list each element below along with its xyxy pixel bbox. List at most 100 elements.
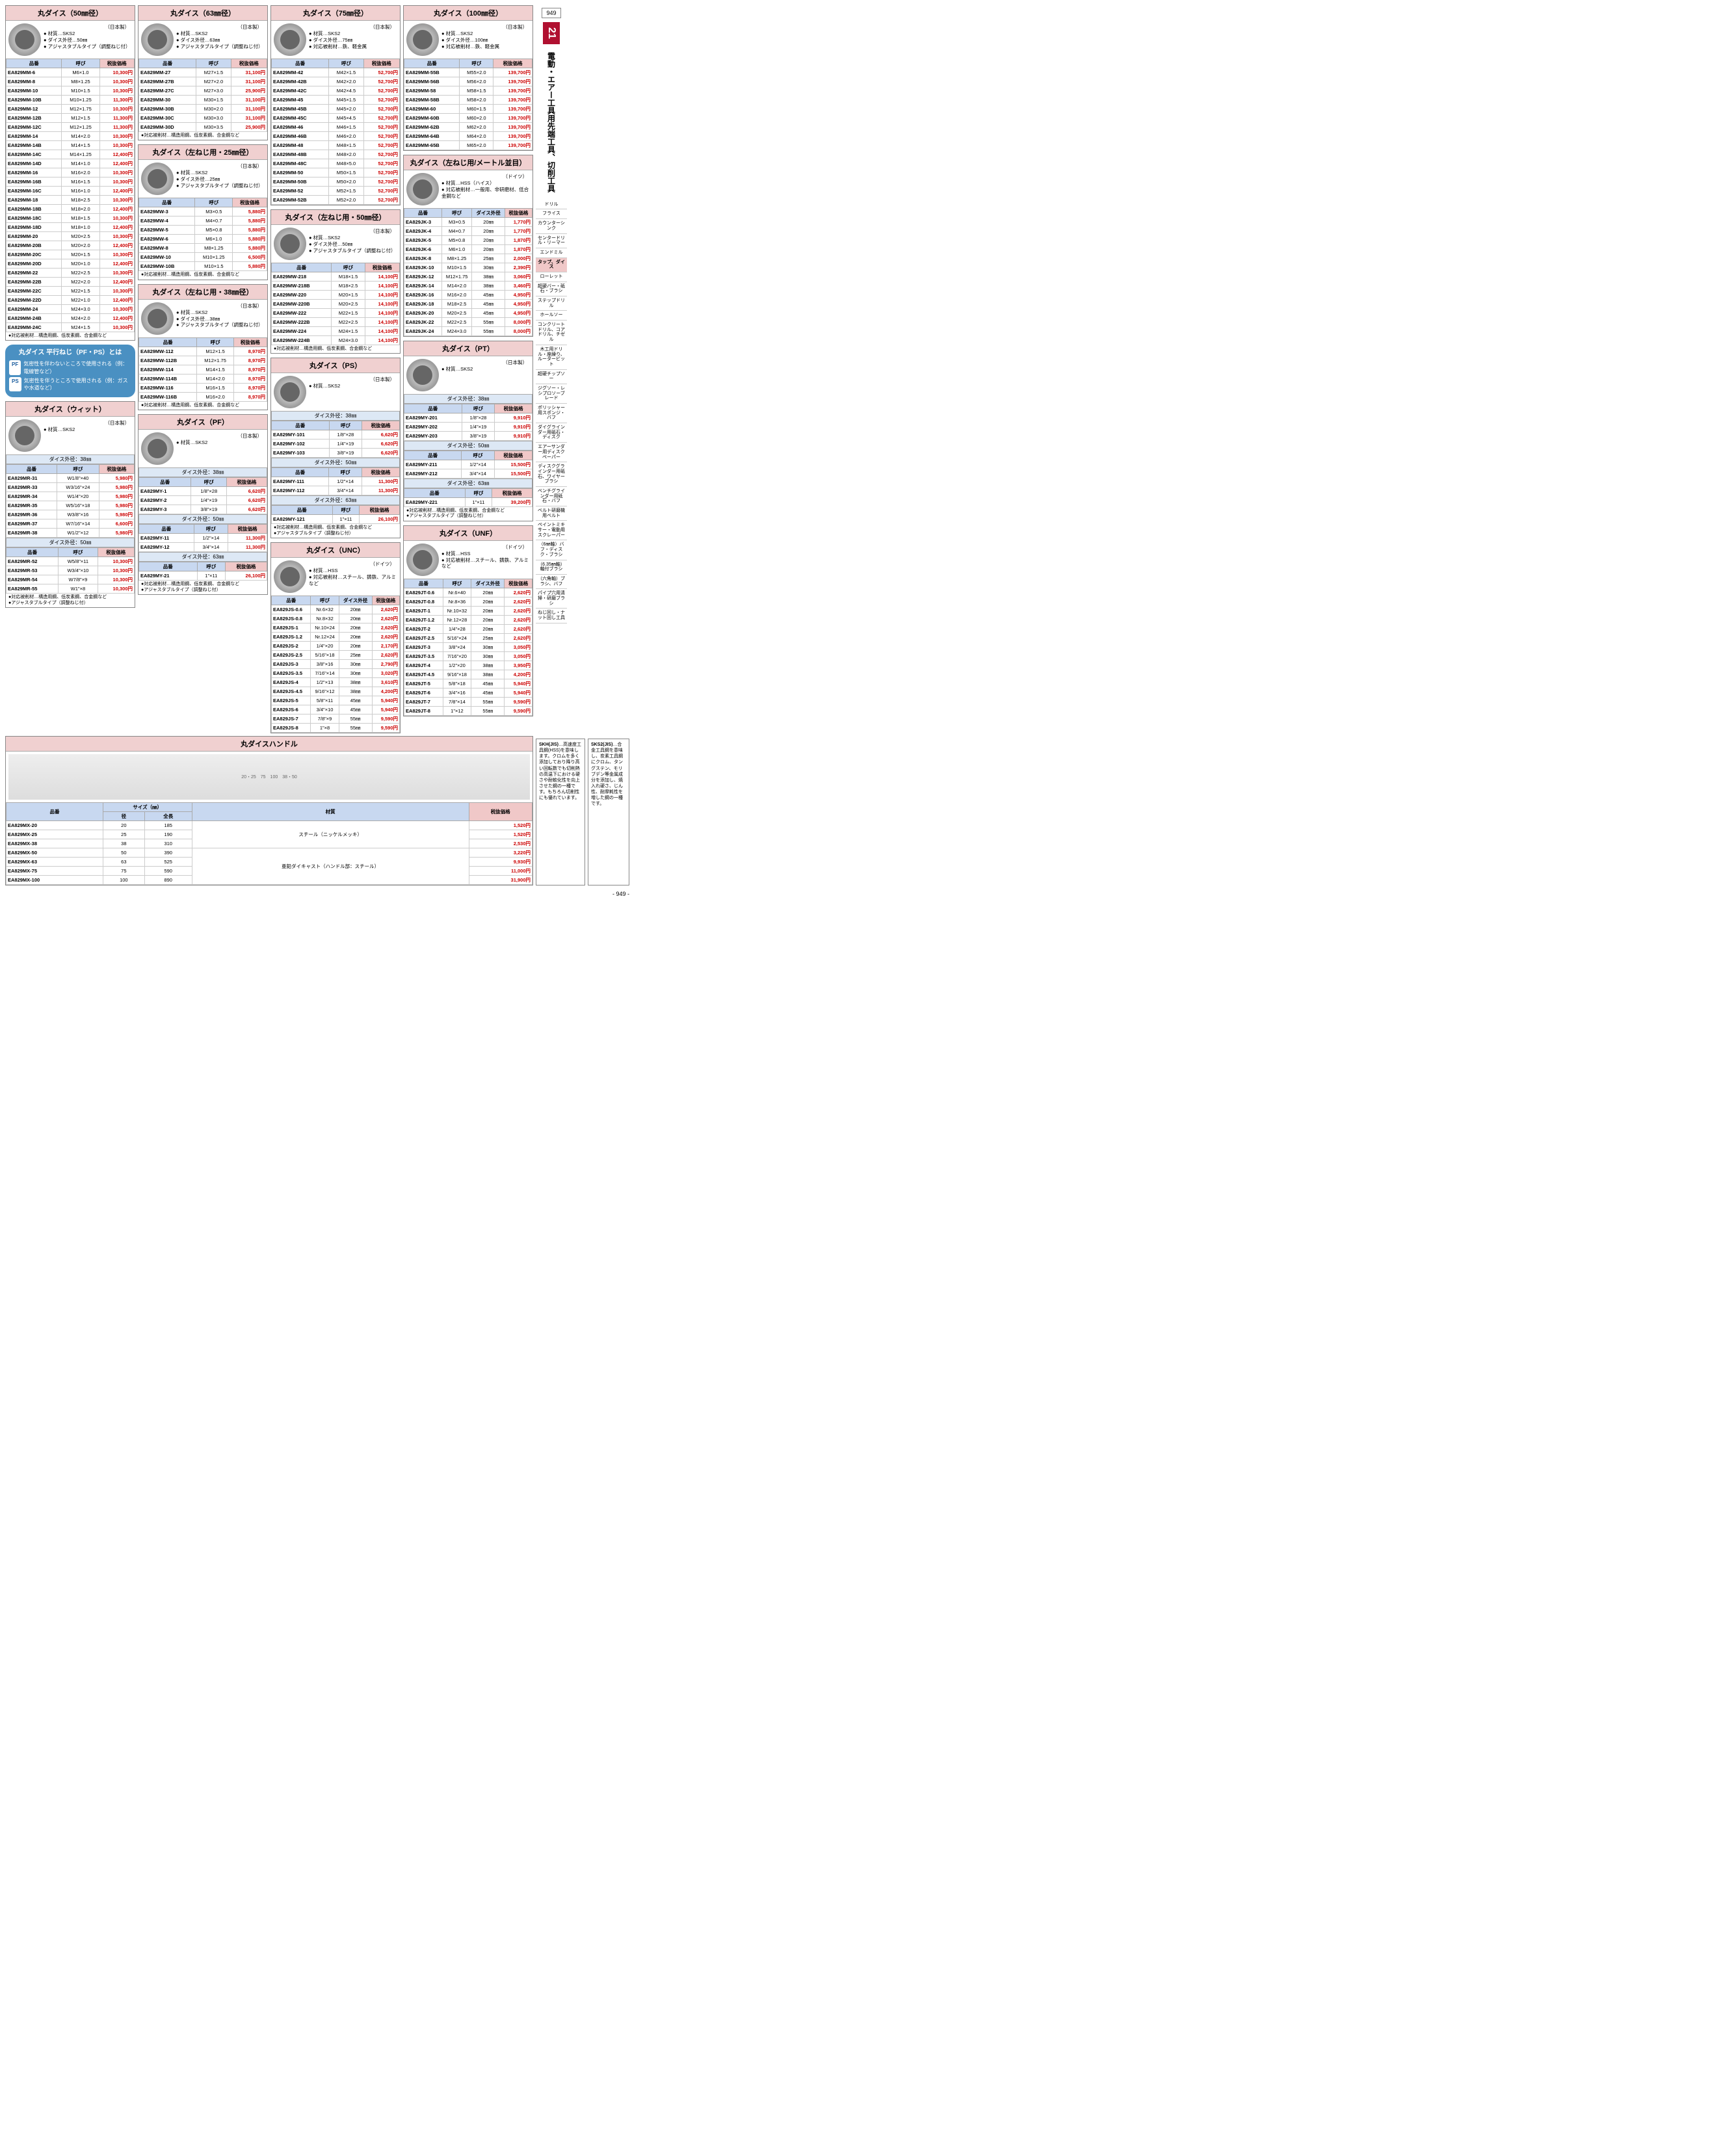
origin-tag: （日本製） [176, 163, 265, 170]
cell-spec: M18×2.5 [332, 282, 365, 291]
table-row: EA829MR-38W1/2"×125,980円 [7, 529, 135, 538]
cell-code: EA829MW-3 [139, 207, 195, 216]
table-row: EA829MM-22DM22×1.012,400円 [7, 296, 135, 305]
col-dia: 径 [103, 812, 144, 821]
cell-spec: M14×1.5 [197, 365, 233, 374]
die-icon [141, 163, 174, 195]
size-band: ダイス外径：50㎜ [6, 538, 135, 547]
cell-code: EA829MM-20D [7, 259, 62, 269]
cell-price: 139,700円 [493, 141, 533, 150]
table-row: EA829MY-211"×1126,100円 [139, 571, 267, 581]
cell-price: 4,200円 [505, 670, 533, 679]
cell-spec: 3/8"×19 [462, 432, 495, 441]
cell-spec: M5×0.8 [442, 236, 472, 245]
cell-code: EA829MM-65B [404, 141, 460, 150]
cell-code: EA829MW-5 [139, 226, 195, 235]
cell-spec: 1"×11 [332, 515, 360, 524]
cell-material: 亜鉛ダイキャスト（ハンドル部：スチール） [192, 848, 469, 885]
table-row: EA829MM-65BM65×2.0139,700円 [404, 141, 533, 150]
spec-bullets: ● 材質…SKS2 [309, 383, 397, 389]
cell-od: 38㎜ [472, 272, 505, 282]
cell-code: EA829MY-12 [139, 543, 194, 552]
cell-code: EA829MW-6 [139, 235, 195, 244]
cell-price: 1,770円 [505, 218, 532, 227]
category-item: ドリル [536, 200, 567, 210]
product-block-d100: 丸ダイス（100㎜径）（日本製）● 材質…SKS2● ダイス外径…100㎜● 対… [403, 5, 533, 151]
cell-code: EA829MY-101 [272, 430, 330, 439]
size-band: ダイス外径：38㎜ [138, 467, 267, 477]
category-item: ローレット [536, 272, 567, 282]
category-item: （6㎜軸）バフ・ディスク・ブラシ [536, 540, 567, 560]
cell-code: EA829MM-42C [272, 86, 329, 96]
category-item: コンクリートドリル、コアドリル、チゼル [536, 321, 567, 345]
cell-spec: M20×2.0 [62, 241, 99, 250]
pf-ps-info-box: 丸ダイス 平行ねじ（PF・PS）とはPF気密性を伴わないところで使用される（例：… [5, 345, 135, 397]
cell-spec: M18×2.0 [62, 205, 99, 214]
col-price: 税抜価格 [363, 59, 399, 68]
table-row: EA829MM-45M45×1.552,700円 [272, 96, 400, 105]
cell-price: 6,620円 [227, 505, 267, 514]
cell-code: EA829MM-22B [7, 278, 62, 287]
cell-od: 20㎜ [471, 588, 505, 597]
table-row: EA829MM-55BM55×2.0139,700円 [404, 68, 533, 77]
col-price: 税抜価格 [372, 596, 399, 605]
cell-price: 10,300円 [99, 196, 134, 205]
table-row: EA829MM-22M22×2.510,300円 [7, 269, 135, 278]
cell-price: 31,100円 [231, 105, 267, 114]
col-price: 税抜価格 [365, 263, 399, 272]
col-code: 品番 [404, 59, 460, 68]
cell-code: EA829MY-103 [272, 449, 330, 458]
category-item: フライス [536, 209, 567, 219]
col-price: 税抜価格 [505, 579, 533, 588]
skh-note: SKH(JIS)…高速度工具鋼(HSS)を意味します。クロムを多く添加しており降… [536, 739, 585, 885]
die-icon [406, 173, 439, 205]
col-price: 税抜価格 [233, 337, 267, 347]
cell-dia: 100 [103, 876, 144, 885]
cell-od: 20㎜ [472, 218, 505, 227]
table-row: EA829MW-218M18×1.514,100円 [272, 272, 400, 282]
cell-price: 10,300円 [99, 105, 134, 114]
cell-price: 3,050円 [505, 642, 533, 651]
cell-code: EA829MW-220B [272, 300, 332, 309]
cell-code: EA829MW-222B [272, 318, 332, 327]
col-spec: 呼び [460, 59, 493, 68]
cell-od: 20㎜ [339, 623, 372, 633]
cell-price: 139,700円 [493, 96, 533, 105]
cell-spec: M18×2.5 [442, 300, 472, 309]
col-code: 品番 [139, 478, 191, 487]
table-row: EA829JT-21/4"×2820㎜2,620円 [404, 624, 533, 633]
cell-spec: Nr.6×32 [311, 605, 339, 614]
cell-spec: W5/16"×18 [57, 501, 99, 510]
table-row: EA829MW-218BM18×2.514,100円 [272, 282, 400, 291]
product-table: 品番呼び税抜価格EA829MM-6M6×1.010,300円EA829MM-8M… [6, 59, 135, 332]
cell-code: EA829MM-50 [272, 168, 329, 177]
cell-code: EA829MX-75 [7, 867, 103, 876]
die-icon [8, 23, 41, 56]
origin-tag: （日本製） [176, 302, 265, 309]
product-table: 品番呼び税抜価格EA829MY-1111/2"×1411,300円EA829MY… [271, 467, 400, 495]
cell-spec: W7/8"×9 [59, 575, 98, 584]
cell-od: 20㎜ [339, 633, 372, 642]
cell-code: EA829MY-202 [404, 423, 462, 432]
cell-price: 9,910円 [495, 432, 533, 441]
cell-spec: M58×1.5 [460, 86, 493, 96]
cell-price: 5,940円 [372, 696, 399, 705]
cell-code: EA829MM-22 [7, 269, 62, 278]
cell-price: 25,900円 [231, 123, 267, 132]
page-number-top: 949 [542, 8, 560, 18]
cell-spec: M48×5.0 [329, 159, 364, 168]
cell-spec: M12×1.75 [442, 272, 472, 282]
cell-price: 2,620円 [372, 605, 399, 614]
col-spec: 呼び [59, 548, 98, 557]
cell-code: EA829MW-8 [139, 244, 195, 253]
cell-spec: M52×2.0 [329, 196, 364, 205]
cell-code: EA829MW-222 [272, 309, 332, 318]
cell-price: 3,220円 [469, 848, 532, 858]
cell-code: EA829JS-1.2 [272, 633, 311, 642]
cell-spec: M22×1.5 [332, 309, 365, 318]
table-row: EA829MW-4M4×0.75,880円 [139, 216, 267, 226]
cell-code: EA829MM-6 [7, 68, 62, 77]
cell-price: 31,100円 [231, 96, 267, 105]
col-code: 品番 [404, 489, 466, 498]
cell-code: EA829JS-0.6 [272, 605, 311, 614]
